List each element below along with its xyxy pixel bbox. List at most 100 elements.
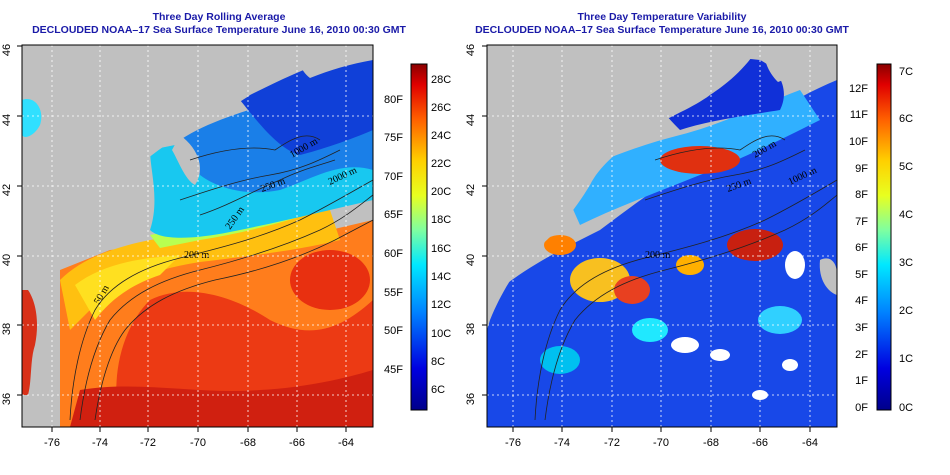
right-bathymetry-contours [534,135,837,421]
cb-c-label: 6C [899,113,913,125]
cb-f-label: 65F [384,209,403,221]
cb-f-label: 50F [384,325,403,337]
left-lat-axis [17,45,22,396]
right-new-england-land [487,45,760,330]
left-colorbar [410,63,428,411]
cb-c-label: 1C [899,353,913,365]
left-lat-labels: 46 44 42 40 38 36 [1,44,13,405]
right-nova-scotia-land [764,45,837,82]
left-panel-title: Three Day Rolling Average DECLOUDED NOAA… [20,11,418,37]
cb-c-label: 3C [899,257,913,269]
lat-tick-label: 42 [465,184,477,196]
right-map: 200 m 250 m 1000 m 200 m [487,45,837,427]
lon-tick-label: -76 [505,437,521,449]
left-delaware-bay [22,290,38,395]
right-lat-labels: 46 44 42 40 38 36 [465,44,477,405]
lon-tick-label: -66 [289,437,305,449]
right-lon-labels: -76 -74 -72 -70 -68 -66 -64 [505,437,818,449]
cb-f-label: 1F [855,375,868,387]
right-hotspot [544,235,576,255]
right-missing-data [671,251,805,400]
left-colorbar-fahrenheit: 80F 75F 70F 65F 60F 55F 50F 45F [384,94,403,376]
cb-f-label: 60F [384,248,403,260]
cb-f-label: 2F [855,349,868,361]
left-title-line2: DECLOUDED NOAA–17 Sea Surface Temperatur… [32,24,406,36]
left-shelf-water [60,210,340,330]
left-colorbar-celsius: 28C 26C 24C 22C 20C 18C 16C 14C 12C 10C … [431,74,451,396]
right-graticule [487,45,837,427]
cb-c-label: 14C [431,271,451,283]
lat-tick-label: 40 [465,254,477,266]
left-bathymetry-contours [69,135,373,421]
cb-f-label: 9F [855,163,868,175]
cb-c-label: 5C [899,161,913,173]
cb-c-label: 20C [431,186,451,198]
cb-c-label: 0C [899,402,913,414]
right-panel-title: Three Day Temperature Variability DECLOU… [462,11,862,37]
cb-c-label: 28C [431,74,451,86]
lon-tick-label: -74 [92,437,108,449]
cb-c-label: 4C [899,209,913,221]
right-lat-axis [482,45,487,396]
cb-c-label: 10C [431,328,451,340]
cb-f-label: 0F [855,402,868,414]
right-hotspot [676,255,704,275]
lat-tick-label: 38 [465,323,477,335]
cb-c-label: 2C [899,305,913,317]
lon-tick-label: -76 [44,437,60,449]
right-title-line1: Three Day Temperature Variability [577,11,747,23]
right-hotspot [632,318,668,342]
cb-f-label: 80F [384,94,403,106]
cb-f-label: 7F [855,216,868,228]
lat-tick-label: 40 [1,254,13,266]
lon-tick-label: -70 [190,437,206,449]
cb-c-label: 16C [431,243,451,255]
lon-tick-label: -68 [703,437,719,449]
lat-tick-label: 44 [465,114,477,126]
cb-f-label: 10F [849,136,868,148]
cb-f-label: 45F [384,364,403,376]
contour-label: 200 m [184,250,210,261]
lat-tick-label: 36 [465,393,477,405]
lon-tick-label: -72 [604,437,620,449]
cb-c-label: 8C [431,356,445,368]
right-hotspot [540,346,580,374]
cb-f-label: 4F [855,295,868,307]
cb-c-label: 7C [899,66,913,78]
right-hotspot [758,306,802,334]
left-cape-cod-land [172,135,200,185]
cb-f-label: 3F [855,322,868,334]
left-lon-labels: -76 -74 -72 -70 -68 -66 -64 [44,437,354,449]
right-hotspot [660,146,740,174]
lat-tick-label: 46 [465,44,477,56]
cb-f-label: 75F [384,132,403,144]
left-bay-fundy [240,52,373,155]
lat-tick-label: 36 [1,393,13,405]
cb-f-label: 11F [850,109,868,121]
cb-f-label: 8F [855,189,868,201]
lon-tick-label: -70 [653,437,669,449]
contour-label: 200 m [645,250,671,261]
right-lon-axis [512,427,811,432]
right-title-line2: DECLOUDED NOAA–17 Sea Surface Temperatur… [475,24,849,36]
left-title-line1: Three Day Rolling Average [152,11,286,23]
left-eddy [290,250,370,310]
lat-tick-label: 44 [1,114,13,126]
lat-tick-label: 38 [1,323,13,335]
cb-f-label: 12F [849,83,868,95]
lon-tick-label: -64 [338,437,354,449]
left-coastal-patch [22,99,42,137]
left-lon-axis [51,427,347,432]
cb-f-label: 70F [384,171,403,183]
right-colorbar [876,63,892,411]
lon-tick-label: -64 [802,437,818,449]
lat-tick-label: 46 [1,44,13,56]
right-colorbar-fahrenheit: 12F 11F 10F 9F 8F 7F 6F 5F 4F 3F 2F 1F 0… [849,83,868,414]
left-new-england-land [22,45,300,340]
right-map-frame [486,44,838,428]
left-graticule [22,45,373,427]
right-hotspot [727,229,783,261]
lon-tick-label: -66 [752,437,768,449]
lon-tick-label: -72 [140,437,156,449]
